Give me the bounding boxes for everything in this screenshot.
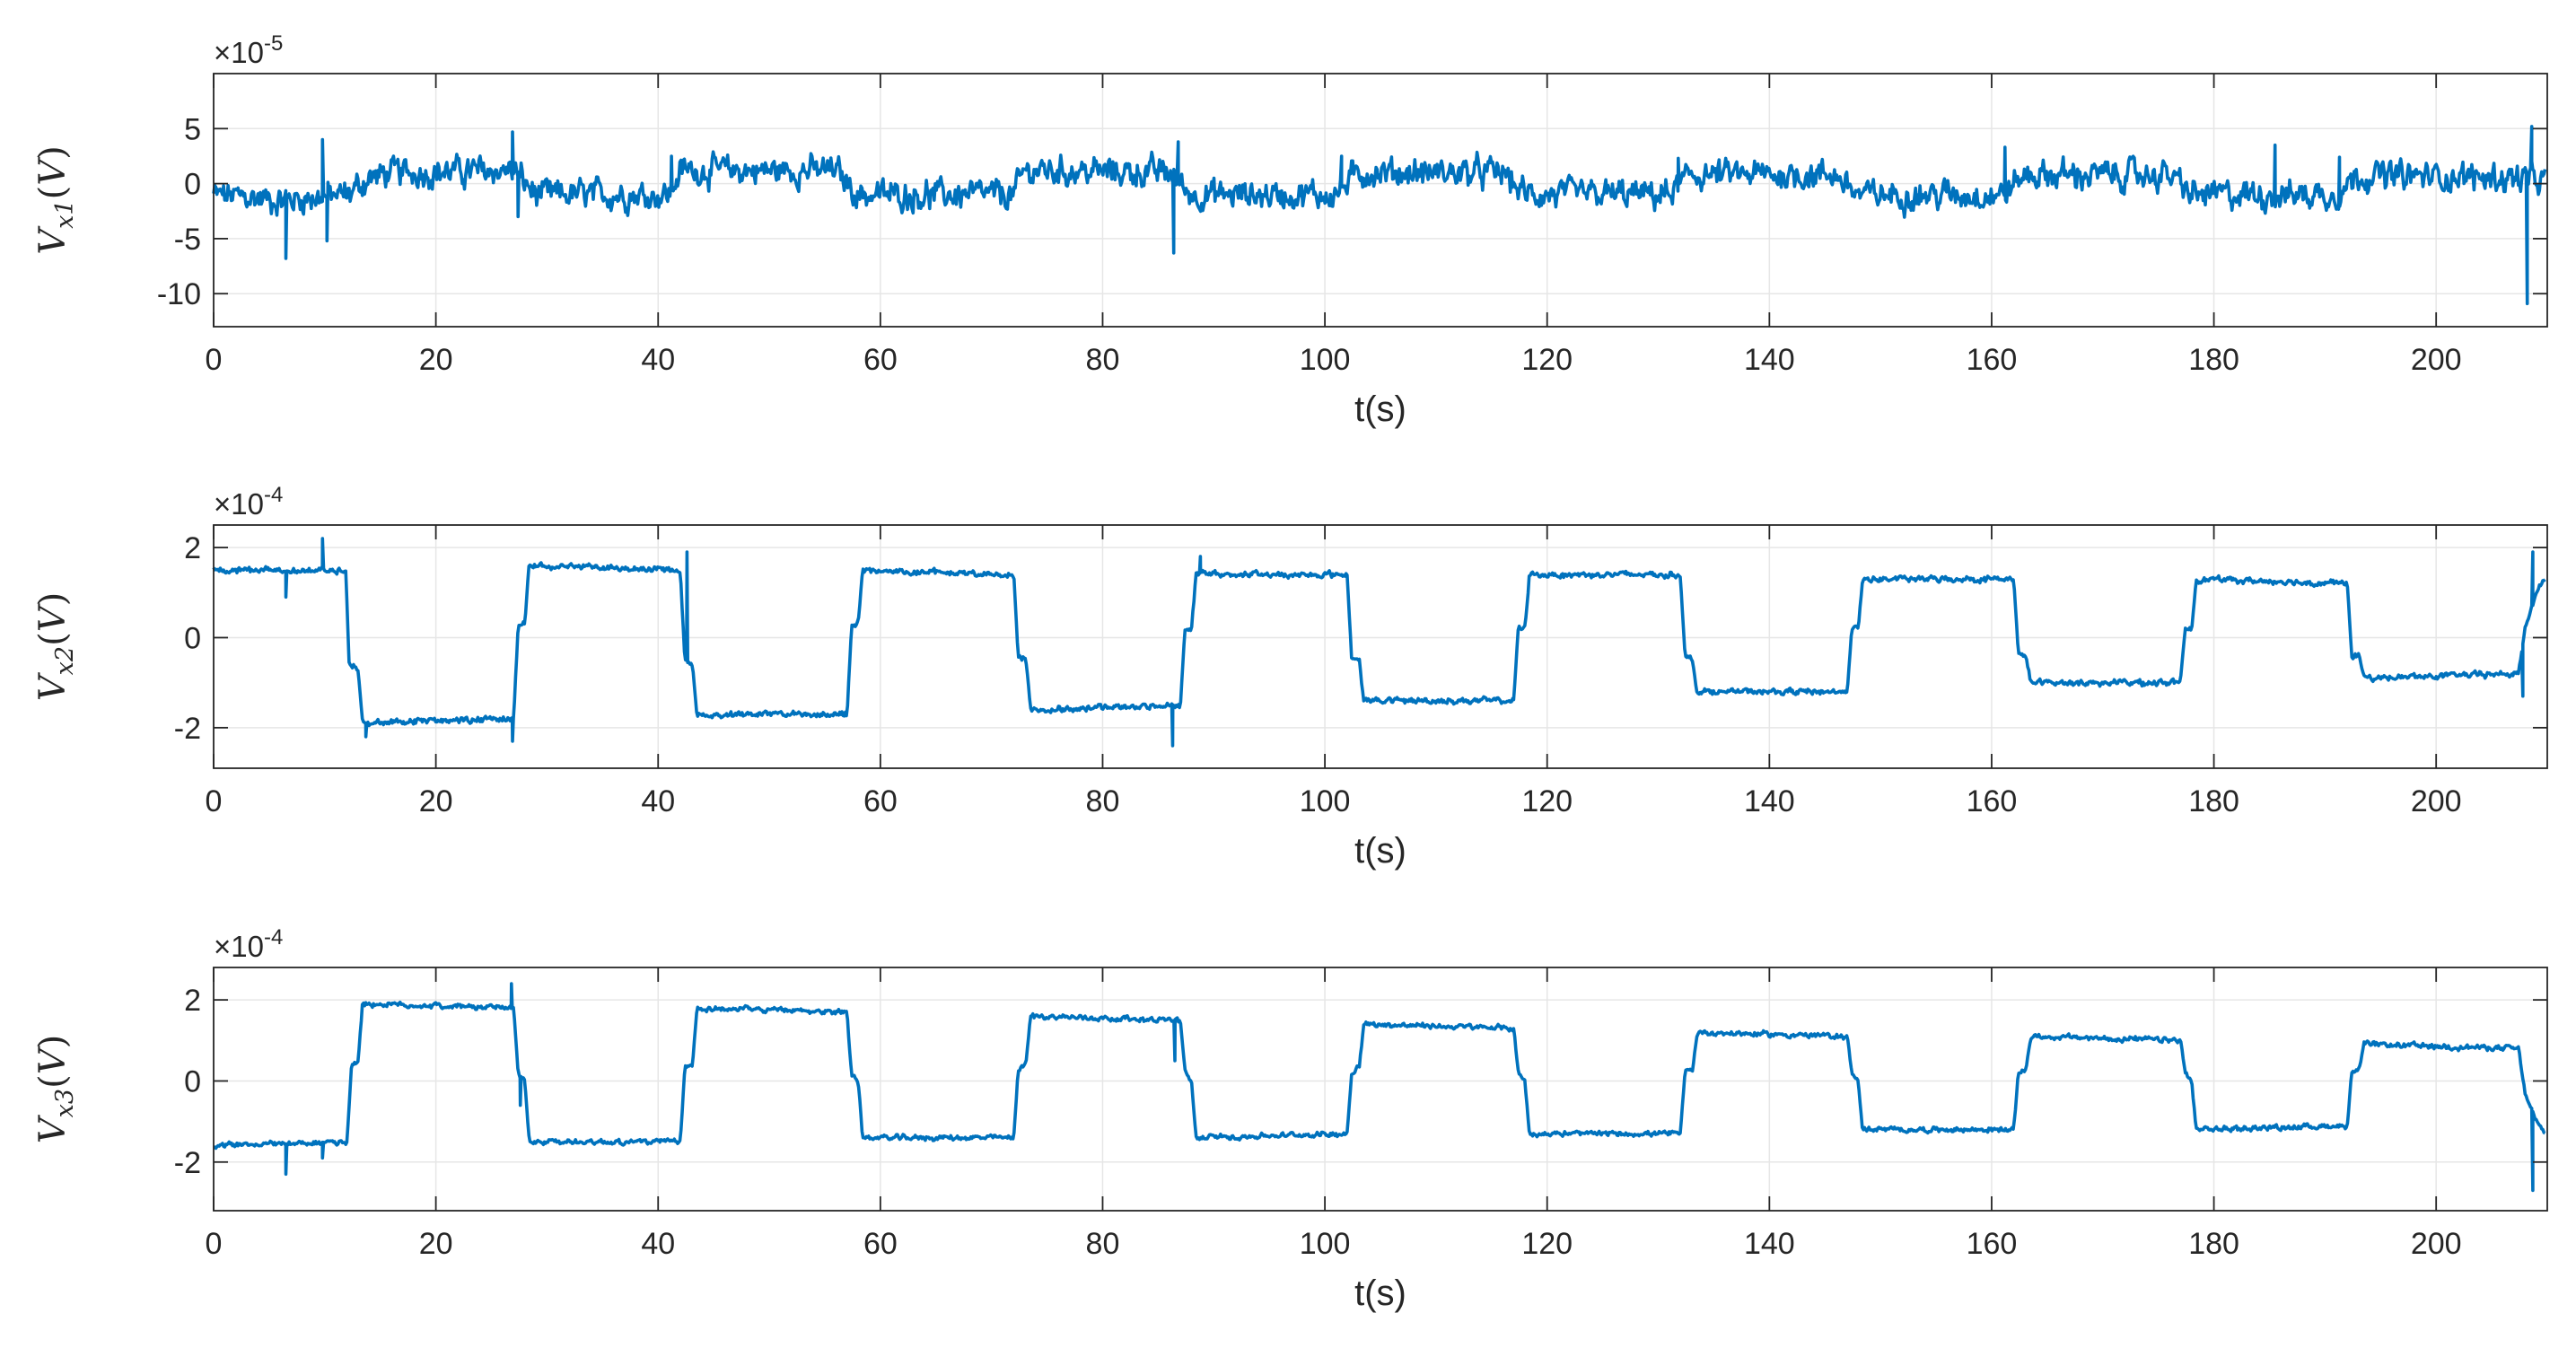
y-tick-labels: -2 0 2 [174, 984, 201, 1180]
x-tick-label: 20 [419, 784, 453, 818]
x-tick-label: 60 [863, 784, 898, 818]
x-tick-label: 120 [1521, 1227, 1573, 1261]
x-tick-label: 100 [1300, 1227, 1351, 1261]
x-tick-label: 20 [419, 1227, 453, 1261]
series-line [212, 537, 2546, 748]
subplot-vx3: 0 20 40 60 80 100 120 140 160 180 200 -2 0 2 ×10-4 t… [32, 925, 2548, 1313]
y-tick-label: -2 [174, 1146, 201, 1180]
x-tick-label: 140 [1744, 343, 1795, 377]
y-exponent-label: ×10-5 [214, 31, 283, 69]
x-tick-label: 120 [1521, 343, 1573, 377]
axes-frame [213, 967, 2548, 1212]
tick-marks [213, 74, 2547, 327]
x-tick-label: 80 [1086, 784, 1120, 818]
series-line [212, 125, 2547, 306]
x-tick-label: 80 [1086, 343, 1120, 377]
x-tick-label: 0 [206, 1227, 223, 1261]
x-tick-label: 0 [206, 343, 223, 377]
x-tick-label: 60 [863, 343, 898, 377]
y-tick-labels: -10 -5 0 5 [157, 112, 201, 311]
x-tick-label: 0 [206, 784, 223, 818]
y-tick-label: 2 [184, 531, 201, 565]
y-tick-label: -10 [157, 277, 201, 311]
axes-frame [213, 73, 2548, 328]
x-tick-label: 200 [2411, 1227, 2462, 1261]
y-tick-labels: -2 0 2 [174, 531, 201, 746]
subplot-vx2: 0 20 40 60 80 100 120 140 160 180 200 -2 0 2 ×10-4 t… [32, 483, 2548, 871]
x-tick-label: 60 [863, 1227, 898, 1261]
y-tick-label: 0 [184, 168, 201, 202]
x-tick-label: 40 [641, 1227, 675, 1261]
x-tick-label: 160 [1967, 784, 2018, 818]
x-tick-label: 100 [1300, 343, 1351, 377]
x-tick-labels: 0 20 40 60 80 100 120 140 160 180 200 [206, 343, 2462, 377]
x-tick-label: 200 [2411, 343, 2462, 377]
x-tick-labels: 0 20 40 60 80 100 120 140 160 180 200 [206, 1227, 2462, 1261]
x-tick-label: 140 [1744, 1227, 1795, 1261]
y-axis-label: Vx3(V) [32, 1035, 79, 1143]
x-tick-label: 180 [2188, 343, 2239, 377]
y-axis-label: Vx1(V) [32, 145, 79, 254]
tick-marks [213, 967, 2547, 1211]
x-tick-label: 100 [1300, 784, 1351, 818]
x-tick-label: 80 [1086, 1227, 1120, 1261]
y-tick-label: 0 [184, 1064, 201, 1099]
y-exponent-label: ×10-4 [214, 483, 283, 521]
axes-frame [213, 524, 2548, 769]
x-tick-label: 180 [2188, 1227, 2239, 1261]
x-tick-label: 40 [641, 784, 675, 818]
y-tick-label: 2 [184, 984, 201, 1018]
y-tick-label: -5 [174, 223, 201, 257]
x-tick-label: 20 [419, 343, 453, 377]
x-tick-label: 160 [1967, 343, 2018, 377]
series-line [213, 982, 2546, 1193]
y-axis-label: Vx2(V) [32, 592, 79, 701]
x-tick-label: 120 [1521, 784, 1573, 818]
x-tick-label: 160 [1967, 1227, 2018, 1261]
x-axis-label: t(s) [1354, 831, 1406, 871]
tick-marks [213, 525, 2547, 768]
y-exponent-label: ×10-4 [214, 925, 283, 963]
x-tick-label: 140 [1744, 784, 1795, 818]
x-tick-label: 40 [641, 343, 675, 377]
x-tick-label: 200 [2411, 784, 2462, 818]
y-tick-label: -2 [174, 712, 201, 746]
axes-background [214, 525, 2547, 768]
axes-background [214, 967, 2547, 1211]
x-tick-label: 180 [2188, 784, 2239, 818]
y-tick-label: 0 [184, 621, 201, 655]
y-tick-label: 5 [184, 112, 201, 146]
x-axis-label: t(s) [1354, 390, 1406, 429]
subplot-vx1: 0 20 40 60 80 100 120 140 160 180 200 -10 -5 0 5 ×10-… [32, 31, 2548, 429]
grid-lines [213, 967, 2547, 1211]
grid-lines [213, 74, 2547, 327]
x-tick-labels: 0 20 40 60 80 100 120 140 160 180 200 [206, 784, 2462, 818]
x-axis-label: t(s) [1354, 1274, 1406, 1313]
